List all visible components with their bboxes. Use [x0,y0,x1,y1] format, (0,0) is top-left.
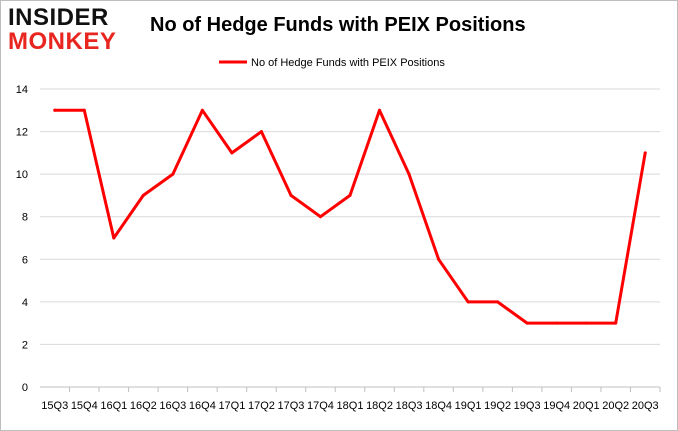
x-tick-label: 17Q3 [277,400,304,412]
y-tick-label: 4 [22,297,28,309]
legend: No of Hedge Funds with PEIX Positions [219,57,445,69]
x-tick-label: 20Q3 [632,400,659,412]
data-point [555,321,559,325]
data-point [407,172,411,176]
x-tick-label: 19Q3 [514,400,541,412]
y-axis-ticks: 0 2 4 6 8 10 12 14 [16,84,28,394]
y-tick-label: 14 [16,84,28,96]
y-tick-label: 6 [22,254,28,266]
data-point [525,321,529,325]
y-tick-label: 2 [22,339,28,351]
data-point [230,151,234,155]
data-point [466,300,470,304]
data-point [584,321,588,325]
x-tick-label: 18Q1 [337,400,364,412]
legend-label: No of Hedge Funds with PEIX Positions [251,57,445,69]
x-tick-label: 16Q2 [130,400,157,412]
data-point [643,151,647,155]
data-point [348,193,352,197]
data-point [141,193,145,197]
data-point [378,108,382,112]
data-point [200,108,204,112]
data-point [614,321,618,325]
x-tick-label: 16Q4 [189,400,216,412]
x-tick-label: 17Q2 [248,400,275,412]
y-tick-label: 10 [16,169,28,181]
data-point [112,236,116,240]
x-tick-label: 17Q1 [218,400,245,412]
logo-line-1: INSIDER [8,4,109,31]
data-point [171,172,175,176]
chart-title: No of Hedge Funds with PEIX Positions [150,14,526,36]
logo-line-2: MONKEY [8,28,117,55]
grid-lines [40,88,660,388]
x-axis-ticks: 15Q3 15Q4 16Q1 16Q2 16Q3 16Q4 17Q1 17Q2 17Q3 17Q4… [41,387,661,412]
data-point [496,300,500,304]
y-tick-label: 8 [22,212,28,224]
x-tick-label: 18Q4 [425,400,452,412]
x-tick-label: 20Q1 [573,400,600,412]
insider-monkey-logo: INSIDER MONKEY [8,6,128,56]
y-tick-label: 12 [16,127,28,139]
x-tick-label: 18Q3 [396,400,423,412]
x-tick-label: 19Q4 [543,400,570,412]
data-point [53,108,57,112]
x-tick-label: 16Q1 [100,400,127,412]
y-tick-label: 0 [22,382,28,394]
x-tick-label: 17Q4 [307,400,334,412]
data-point [318,215,322,219]
x-tick-label: 19Q2 [484,400,511,412]
x-tick-label: 15Q4 [71,400,98,412]
data-point [82,108,86,112]
data-point [289,193,293,197]
x-tick-label: 16Q3 [159,400,186,412]
data-point [259,130,263,134]
data-point [437,257,441,261]
x-tick-label: 19Q1 [455,400,482,412]
x-tick-label: 18Q2 [366,400,393,412]
series-layer [53,108,647,325]
x-tick-label: 15Q3 [41,400,68,412]
x-tick-label: 20Q2 [602,400,629,412]
